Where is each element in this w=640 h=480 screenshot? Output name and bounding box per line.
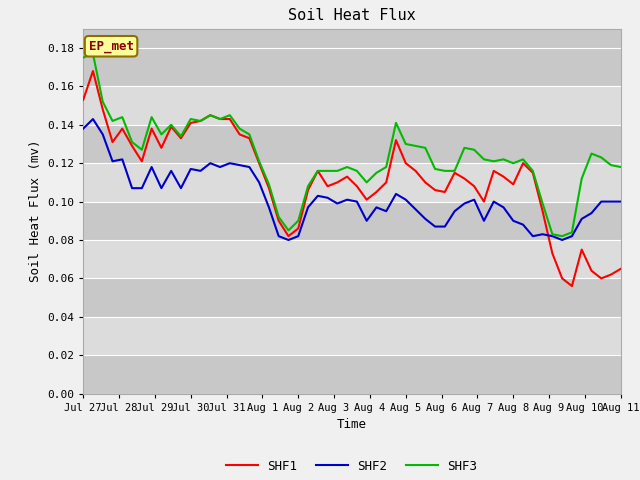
SHF1 <box>99 107 107 112</box>
SHF1 <box>441 189 449 195</box>
SHF1 <box>422 180 429 185</box>
SHF1 <box>285 233 292 239</box>
SHF2 <box>294 233 302 239</box>
SHF2 <box>402 197 410 203</box>
SHF3 <box>500 156 508 162</box>
SHF3 <box>441 168 449 174</box>
Y-axis label: Soil Heat Flux (mv): Soil Heat Flux (mv) <box>29 140 42 282</box>
SHF1 <box>392 137 400 143</box>
SHF1 <box>89 68 97 74</box>
SHF3 <box>422 145 429 151</box>
SHF2 <box>285 237 292 243</box>
Line: SHF2: SHF2 <box>83 119 621 240</box>
Line: SHF3: SHF3 <box>83 54 621 236</box>
SHF3 <box>617 164 625 170</box>
Bar <box>83 278 621 317</box>
Bar <box>83 125 621 163</box>
Bar <box>83 86 621 125</box>
SHF2 <box>451 208 458 214</box>
X-axis label: Time: Time <box>337 418 367 431</box>
SHF2 <box>509 218 517 224</box>
Title: Soil Heat Flux: Soil Heat Flux <box>288 9 416 24</box>
SHF2 <box>617 199 625 204</box>
SHF3 <box>285 228 292 233</box>
SHF3 <box>89 51 97 57</box>
Text: EP_met: EP_met <box>88 40 134 53</box>
Legend: SHF1, SHF2, SHF3: SHF1, SHF2, SHF3 <box>221 455 483 478</box>
SHF2 <box>99 132 107 137</box>
Bar <box>83 240 621 278</box>
SHF1 <box>79 97 87 103</box>
Bar <box>83 48 621 86</box>
SHF2 <box>431 224 439 229</box>
SHF1 <box>500 174 508 180</box>
SHF3 <box>392 120 400 126</box>
Bar <box>83 202 621 240</box>
SHF3 <box>99 99 107 105</box>
SHF2 <box>79 126 87 132</box>
SHF3 <box>558 233 566 239</box>
SHF3 <box>79 55 87 60</box>
Line: SHF1: SHF1 <box>83 71 621 286</box>
Bar <box>83 317 621 355</box>
Bar <box>83 163 621 202</box>
SHF2 <box>89 116 97 122</box>
SHF1 <box>568 283 576 289</box>
Bar <box>83 355 621 394</box>
SHF1 <box>617 266 625 272</box>
